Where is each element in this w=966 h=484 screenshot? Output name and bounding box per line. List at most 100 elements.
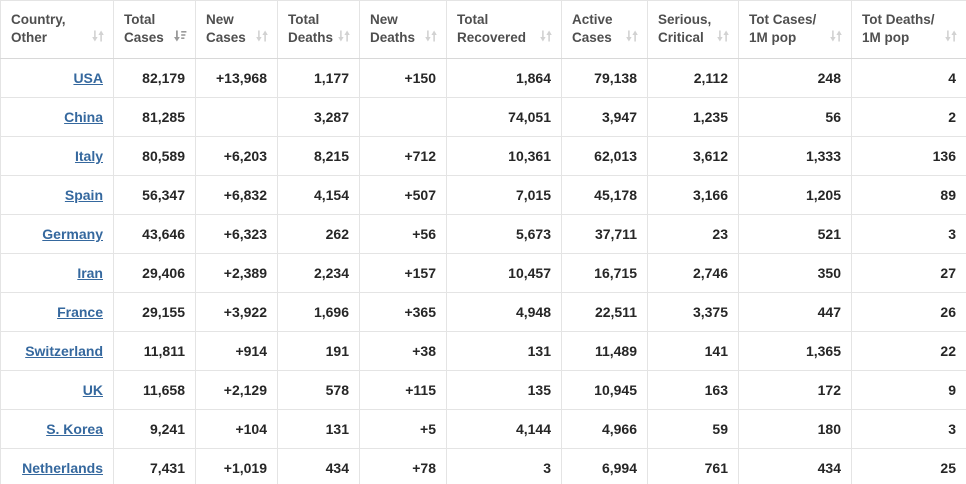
cell-total_recovered: 5,673 (446, 214, 562, 254)
column-header-label: Country, Other (11, 12, 66, 45)
column-header-total_deaths[interactable]: Total Deaths (277, 0, 360, 59)
cell-new_deaths: +78 (359, 448, 447, 484)
country-row: Spain 56,347 +6,832 4,154 +507 7,015 45,178 3,1… (0, 175, 966, 215)
cell-cases_per_1m: 1,205 (738, 175, 852, 215)
cell-new_cases: +1,019 (195, 448, 278, 484)
country-row: S. Korea 9,241 +104 131 +5 4,144 4,966 59 180 3 (0, 409, 966, 449)
country-link[interactable]: China (64, 109, 103, 125)
cell-total_deaths: 262 (277, 214, 360, 254)
cell-serious_critical: 141 (647, 331, 739, 371)
cell-serious_critical: 761 (647, 448, 739, 484)
cell-new_cases: +2,129 (195, 370, 278, 410)
country-link[interactable]: UK (82, 382, 103, 398)
country-link[interactable]: Netherlands (22, 460, 103, 476)
column-header-inner: New Deaths (370, 11, 438, 47)
cell-total_deaths: 1,177 (277, 58, 360, 98)
table-header: Country, Other Total Cases New Cases Total … (0, 0, 966, 59)
column-header-inner: Active Cases (572, 11, 639, 47)
cell-new_deaths: +115 (359, 370, 447, 410)
cell-country: USA (0, 58, 114, 98)
cell-total_deaths: 8,215 (277, 136, 360, 176)
column-header-total_cases[interactable]: Total Cases (113, 0, 196, 59)
column-header-total_recovered[interactable]: Total Recovered (446, 0, 562, 59)
column-header-deaths_per_1m[interactable]: Tot Deaths/ 1M pop (851, 0, 966, 59)
sort-toggle-icon (716, 29, 730, 46)
column-header-new_cases[interactable]: New Cases (195, 0, 278, 59)
cell-deaths_per_1m: 89 (851, 175, 966, 215)
cell-serious_critical: 2,112 (647, 58, 739, 98)
column-header-label: New Deaths (370, 12, 416, 45)
cell-new_deaths: +150 (359, 58, 447, 98)
cell-total_deaths: 131 (277, 409, 360, 449)
cell-active_cases: 79,138 (561, 58, 648, 98)
cell-total_cases: 43,646 (113, 214, 196, 254)
column-header-active_cases[interactable]: Active Cases (561, 0, 648, 59)
cell-cases_per_1m: 1,365 (738, 331, 852, 371)
cell-deaths_per_1m: 27 (851, 253, 966, 293)
country-link[interactable]: S. Korea (46, 421, 103, 437)
cell-new_deaths: +157 (359, 253, 447, 293)
column-header-label: Tot Cases/ 1M pop (749, 12, 817, 45)
column-header-cases_per_1m[interactable]: Tot Cases/ 1M pop (738, 0, 852, 59)
column-header-label: Total Deaths (288, 12, 334, 45)
cell-cases_per_1m: 521 (738, 214, 852, 254)
cell-active_cases: 11,489 (561, 331, 648, 371)
cell-serious_critical: 3,375 (647, 292, 739, 332)
cell-country: Switzerland (0, 331, 114, 371)
cell-country: Italy (0, 136, 114, 176)
cell-serious_critical: 1,235 (647, 97, 739, 137)
country-link[interactable]: Iran (77, 265, 103, 281)
cell-total_deaths: 578 (277, 370, 360, 410)
cell-deaths_per_1m: 26 (851, 292, 966, 332)
cell-active_cases: 45,178 (561, 175, 648, 215)
cell-cases_per_1m: 56 (738, 97, 852, 137)
cell-serious_critical: 59 (647, 409, 739, 449)
country-link[interactable]: Germany (42, 226, 103, 242)
country-row: Netherlands 7,431 +1,019 434 +78 3 6,994 761 434… (0, 448, 966, 484)
cell-serious_critical: 23 (647, 214, 739, 254)
column-header-label: Total Recovered (457, 12, 527, 45)
cell-total_recovered: 1,864 (446, 58, 562, 98)
country-link[interactable]: Switzerland (25, 343, 103, 359)
cell-total_cases: 82,179 (113, 58, 196, 98)
country-row: UK 11,658 +2,129 578 +115 135 10,945 163 172 9 (0, 370, 966, 410)
cell-new_cases: +3,922 (195, 292, 278, 332)
cell-total_recovered: 74,051 (446, 97, 562, 137)
column-header-country[interactable]: Country, Other (0, 0, 114, 59)
cell-total_recovered: 7,015 (446, 175, 562, 215)
cell-deaths_per_1m: 3 (851, 214, 966, 254)
country-row: Germany 43,646 +6,323 262 +56 5,673 37,711 23 52… (0, 214, 966, 254)
sort-toggle-icon (539, 29, 553, 46)
cell-active_cases: 22,511 (561, 292, 648, 332)
column-header-label: Tot Deaths/ 1M pop (862, 12, 935, 45)
country-link[interactable]: USA (73, 70, 103, 86)
cell-cases_per_1m: 434 (738, 448, 852, 484)
sort-toggle-icon (944, 29, 958, 46)
cell-total_cases: 29,155 (113, 292, 196, 332)
cell-new_cases: +6,832 (195, 175, 278, 215)
cell-total_deaths: 2,234 (277, 253, 360, 293)
country-link[interactable]: Spain (64, 187, 103, 203)
cell-deaths_per_1m: 4 (851, 58, 966, 98)
cell-new_cases (195, 97, 278, 137)
column-header-new_deaths[interactable]: New Deaths (359, 0, 447, 59)
cell-country: UK (0, 370, 114, 410)
column-header-serious_critical[interactable]: Serious, Critical (647, 0, 739, 59)
cell-active_cases: 6,994 (561, 448, 648, 484)
sort-desc-icon (173, 29, 187, 46)
country-link[interactable]: France (57, 304, 103, 320)
cell-total_cases: 11,811 (113, 331, 196, 371)
header-row: Country, Other Total Cases New Cases Total … (0, 0, 966, 59)
cell-country: Germany (0, 214, 114, 254)
sort-toggle-icon (829, 29, 843, 46)
cell-total_recovered: 10,457 (446, 253, 562, 293)
column-header-inner: Total Deaths (288, 11, 351, 47)
cell-active_cases: 3,947 (561, 97, 648, 137)
cell-cases_per_1m: 180 (738, 409, 852, 449)
cell-cases_per_1m: 350 (738, 253, 852, 293)
cell-cases_per_1m: 248 (738, 58, 852, 98)
country-link[interactable]: Italy (74, 148, 103, 164)
cell-new_cases: +6,203 (195, 136, 278, 176)
cell-total_recovered: 3 (446, 448, 562, 484)
